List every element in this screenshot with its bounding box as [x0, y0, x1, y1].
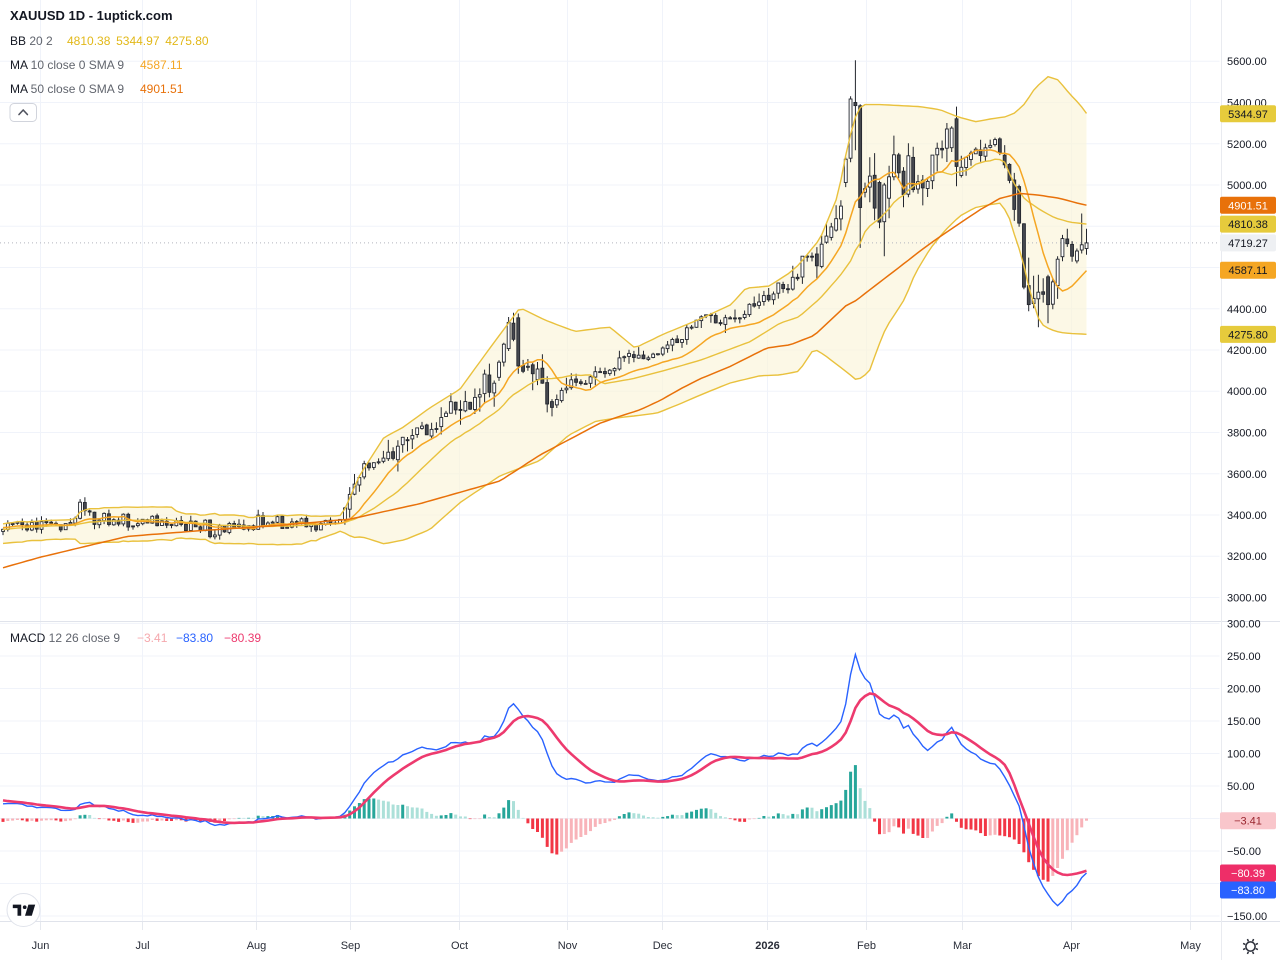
svg-text:5000.00: 5000.00 — [1227, 180, 1267, 192]
svg-text:3400.00: 3400.00 — [1227, 510, 1267, 522]
svg-text:100.00: 100.00 — [1227, 749, 1261, 761]
svg-text:Apr: Apr — [1063, 940, 1080, 952]
svg-text:3000.00: 3000.00 — [1227, 593, 1267, 605]
svg-text:Jun: Jun — [32, 940, 50, 952]
svg-text:Feb: Feb — [857, 940, 876, 952]
svg-text:150.00: 150.00 — [1227, 716, 1261, 728]
svg-text:4719.27: 4719.27 — [1228, 238, 1268, 250]
svg-text:50.00: 50.00 — [1227, 781, 1255, 793]
svg-text:Nov: Nov — [558, 940, 578, 952]
svg-text:4000.00: 4000.00 — [1227, 386, 1267, 398]
svg-text:250.00: 250.00 — [1227, 651, 1261, 663]
svg-text:Sep: Sep — [341, 940, 361, 952]
svg-text:Oct: Oct — [451, 940, 468, 952]
svg-text:2026: 2026 — [755, 940, 779, 952]
svg-text:May: May — [1180, 940, 1201, 952]
svg-text:4200.00: 4200.00 — [1227, 345, 1267, 357]
svg-text:5344.97: 5344.97 — [1228, 109, 1268, 121]
svg-text:5600.00: 5600.00 — [1227, 56, 1267, 68]
svg-text:4810.38: 4810.38 — [1228, 219, 1268, 231]
svg-text:4587.11: 4587.11 — [1229, 265, 1268, 277]
svg-text:Mar: Mar — [953, 940, 972, 952]
svg-text:4901.51: 4901.51 — [1228, 200, 1268, 212]
svg-text:Jul: Jul — [135, 940, 149, 952]
svg-text:3200.00: 3200.00 — [1227, 551, 1267, 563]
svg-text:−3.41: −3.41 — [1234, 816, 1262, 828]
svg-text:200.00: 200.00 — [1227, 684, 1261, 696]
svg-text:5200.00: 5200.00 — [1227, 139, 1267, 151]
svg-text:300.00: 300.00 — [1227, 618, 1261, 630]
svg-text:Aug: Aug — [247, 940, 267, 952]
svg-text:−50.00: −50.00 — [1227, 846, 1261, 858]
svg-text:3600.00: 3600.00 — [1227, 469, 1267, 481]
svg-text:4400.00: 4400.00 — [1227, 304, 1267, 316]
svg-text:Dec: Dec — [653, 940, 673, 952]
svg-text:XAUUSD 1D - 1uptick.com: XAUUSD 1D - 1uptick.com — [10, 8, 173, 23]
svg-text:3800.00: 3800.00 — [1227, 428, 1267, 440]
svg-text:−83.80: −83.80 — [1231, 885, 1265, 897]
svg-text:4275.80: 4275.80 — [1228, 329, 1268, 341]
svg-text:−80.39: −80.39 — [1231, 868, 1265, 880]
svg-text:−150.00: −150.00 — [1227, 911, 1267, 923]
